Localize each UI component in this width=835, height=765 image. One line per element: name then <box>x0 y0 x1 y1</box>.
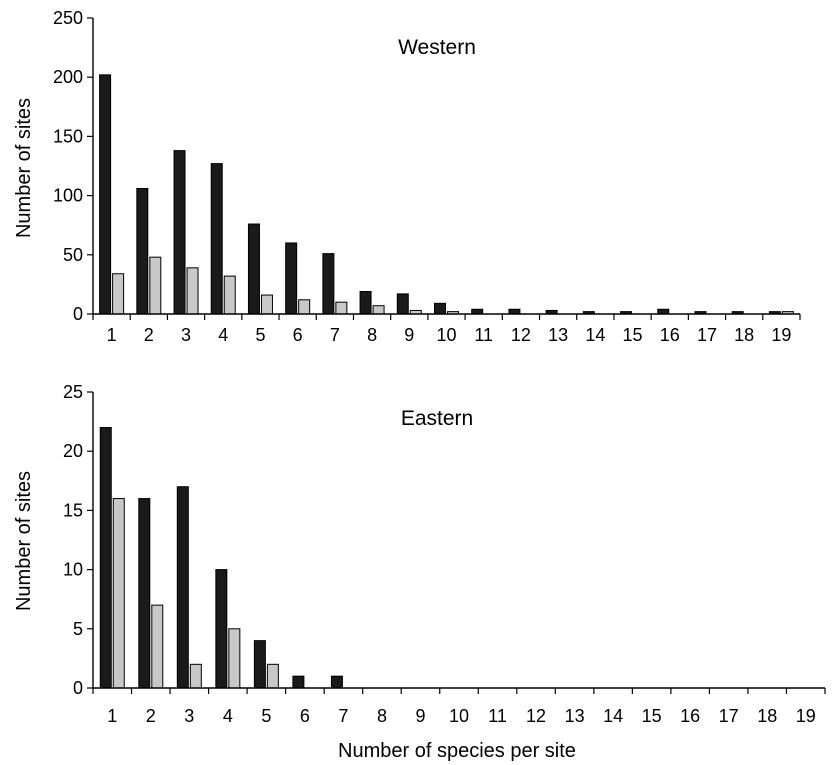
x-tick-label: 8 <box>377 706 387 726</box>
y-tick-label: 50 <box>63 245 83 265</box>
bar-s1-2 <box>136 188 149 315</box>
x-tick-label: 2 <box>146 706 156 726</box>
bar-s2-7 <box>335 301 348 315</box>
bar-s1-8 <box>359 291 372 315</box>
x-tick-label: 8 <box>367 325 377 345</box>
y-tick-label: 25 <box>63 382 83 402</box>
y-tick-label: 20 <box>63 441 83 461</box>
chart-panel-western: Western Number of sites 0 50 100 150 200 250 1… <box>13 8 801 345</box>
x-tick-label: 11 <box>488 706 507 726</box>
x-tick-label: 19 <box>796 706 816 726</box>
x-tick-label: 16 <box>660 325 680 345</box>
bar-s2-6 <box>298 299 311 315</box>
bar-s1-3 <box>173 150 186 315</box>
bar-s1-6 <box>292 675 305 689</box>
y-tick-label: 200 <box>53 67 83 87</box>
x-tick-label: 16 <box>680 706 700 726</box>
x-tick-label: 1 <box>107 325 117 345</box>
x-tick-label: 14 <box>603 706 623 726</box>
bar-s1-5 <box>247 223 260 315</box>
y-tick-label: 0 <box>73 678 83 698</box>
x-tick-label: 17 <box>719 706 739 726</box>
x-tick-label: 17 <box>697 325 717 345</box>
y-axis-title-eastern: Number of sites <box>13 471 35 611</box>
x-tick-label: 7 <box>330 325 340 345</box>
y-tick-label: 0 <box>73 304 83 324</box>
bar-s2-5 <box>266 663 279 689</box>
y-tick-label: 10 <box>63 560 83 580</box>
bar-s1-3 <box>176 486 189 689</box>
x-tick-label: 5 <box>255 325 265 345</box>
x-tick-label: 10 <box>449 706 469 726</box>
x-tick-label: 2 <box>144 325 154 345</box>
x-tick-label: 12 <box>511 325 531 345</box>
x-tick-label: 18 <box>757 706 777 726</box>
x-tick-label: 13 <box>565 706 585 726</box>
bar-s2-1 <box>112 273 125 315</box>
x-tick-label: 9 <box>404 325 414 345</box>
x-tick-label: 4 <box>218 325 228 345</box>
x-tick-label: 1 <box>107 706 117 726</box>
y-tick-label: 5 <box>73 619 83 639</box>
bar-s2-8 <box>372 305 385 315</box>
bar-s1-6 <box>285 242 298 315</box>
bar-s1-10 <box>434 302 446 315</box>
x-tick-label: 3 <box>181 325 191 345</box>
bar-s2-4 <box>223 275 236 315</box>
bar-s2-3 <box>186 267 199 315</box>
y-tick-label: 250 <box>53 8 83 28</box>
bar-s1-1 <box>99 427 112 689</box>
x-tick-label: 6 <box>300 706 310 726</box>
x-tick-label: 13 <box>548 325 568 345</box>
x-tick-label: 6 <box>293 325 303 345</box>
bar-s1-9 <box>396 293 409 315</box>
x-tick-label: 9 <box>415 706 425 726</box>
bar-s1-7 <box>322 253 335 315</box>
bar-s2-2 <box>149 256 162 315</box>
bar-s2-3 <box>189 663 202 689</box>
chart-title-eastern: Eastern <box>401 407 473 430</box>
x-tick-label: 15 <box>623 325 643 345</box>
x-tick-label: 10 <box>436 325 456 345</box>
x-tick-label: 19 <box>771 325 791 345</box>
bar-s1-2 <box>138 498 151 689</box>
bar-s2-1 <box>112 498 125 689</box>
bar-s1-1 <box>99 74 112 315</box>
x-tick-label: 11 <box>474 325 493 345</box>
bar-s1-5 <box>253 640 266 689</box>
bar-s1-12 <box>508 308 521 315</box>
bars-western <box>99 74 794 315</box>
bar-s1-4 <box>215 569 228 689</box>
x-tick-label: 4 <box>223 706 233 726</box>
bar-s2-2 <box>151 604 164 689</box>
bar-s1-16 <box>657 308 670 315</box>
x-axis-title: Number of species per site <box>338 740 576 762</box>
x-tick-label: 14 <box>585 325 605 345</box>
y-tick-label: 15 <box>63 500 83 520</box>
x-tick-label: 7 <box>338 706 348 726</box>
chart-panel-eastern: Eastern Number of sites Number of specie… <box>13 382 826 762</box>
y-tick-label: 100 <box>53 186 83 206</box>
bar-s2-5 <box>260 294 273 315</box>
x-tick-label: 18 <box>734 325 754 345</box>
y-tick-label: 150 <box>53 126 83 146</box>
x-tick-label: 15 <box>642 706 662 726</box>
x-tick-label: 12 <box>526 706 546 726</box>
x-tick-label: 5 <box>261 706 271 726</box>
chart-title-western: Western <box>398 36 476 59</box>
bar-s1-7 <box>330 675 343 689</box>
bars-eastern <box>99 427 343 689</box>
bar-s2-4 <box>228 628 241 689</box>
bar-s1-4 <box>210 163 223 315</box>
y-axis-title-western: Number of sites <box>13 98 35 238</box>
bar-s1-11 <box>471 308 484 315</box>
x-tick-label: 3 <box>184 706 194 726</box>
